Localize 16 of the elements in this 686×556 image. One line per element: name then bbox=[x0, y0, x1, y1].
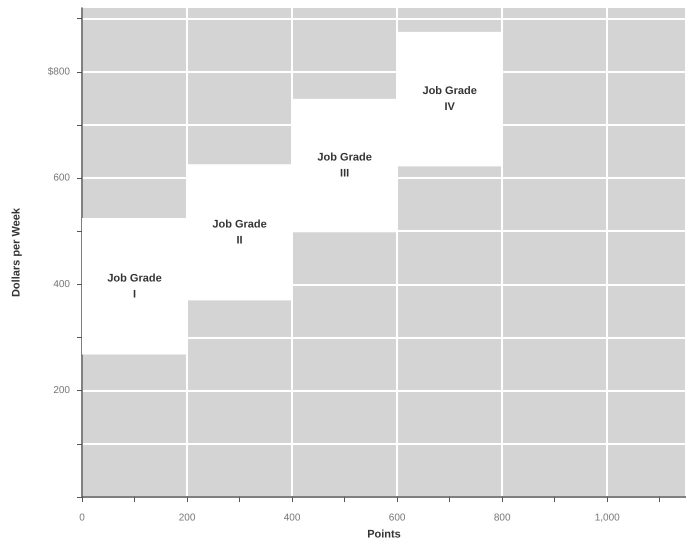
y-tick-label: $800 bbox=[48, 66, 70, 78]
x-tick-label: 0 bbox=[79, 512, 86, 524]
data-label: Job Grade I bbox=[107, 272, 162, 300]
data-label: Job Grade II bbox=[212, 218, 267, 246]
x-tick-label: 1,000 bbox=[594, 512, 620, 524]
y-tick-label: 200 bbox=[53, 385, 70, 396]
x-tick-label: 400 bbox=[284, 512, 301, 524]
x-tick-label: 600 bbox=[388, 512, 406, 524]
x-axis-title: Points bbox=[367, 528, 401, 540]
y-tick-label: 400 bbox=[53, 278, 70, 290]
x-tick-label: 800 bbox=[494, 512, 511, 524]
data-label: Job Grade III bbox=[317, 152, 372, 180]
y-tick-label: 600 bbox=[53, 172, 70, 184]
data-label: Job Grade IV bbox=[422, 85, 477, 114]
y-axis-title: Dollars per Week bbox=[10, 207, 22, 298]
x-tick-label: 200 bbox=[178, 512, 196, 524]
